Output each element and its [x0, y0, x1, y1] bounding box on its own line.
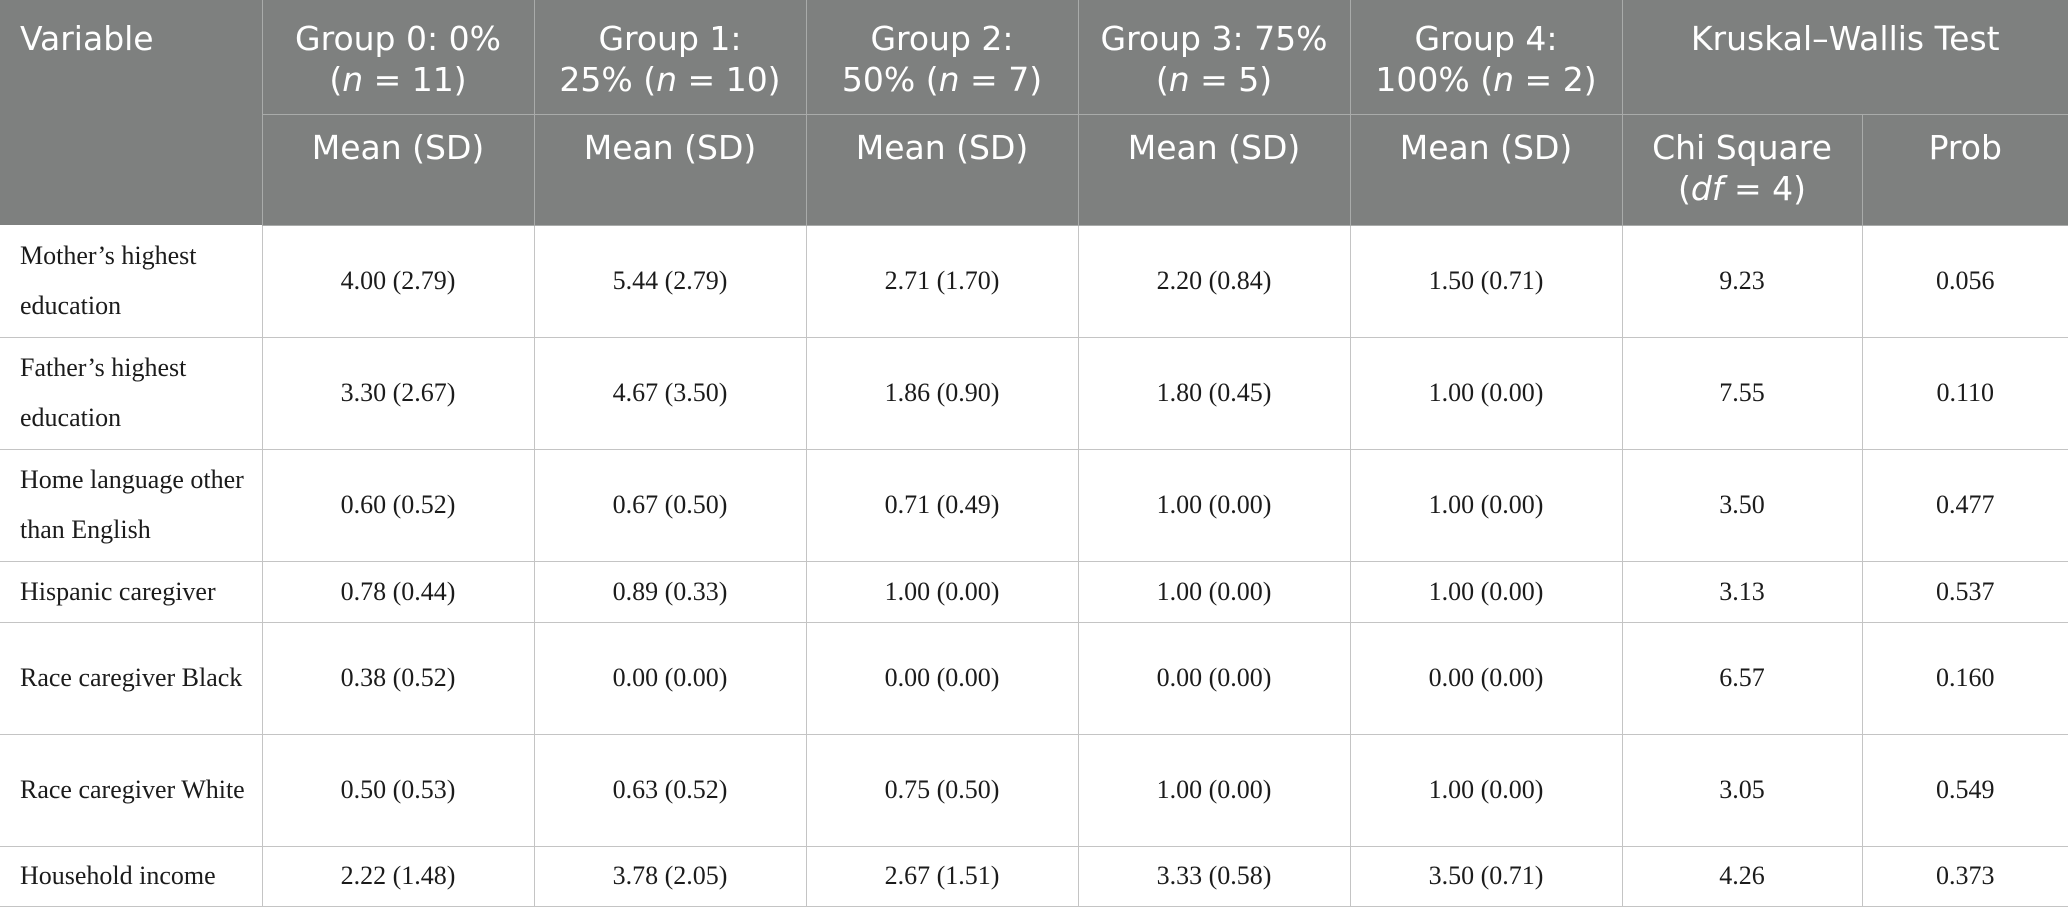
group-0-header: Group 0: 0% (n = 11): [262, 0, 535, 115]
group-1-value: 3.78 (2.05): [534, 846, 807, 907]
row-label: Home language other than English: [0, 449, 263, 562]
header-row-stats: Mean (SD) Mean (SD) Mean (SD) Mean (SD) …: [0, 114, 2068, 226]
group-3-value: 1.00 (0.00): [1078, 561, 1351, 623]
chi-square-value: 3.50: [1622, 449, 1863, 562]
group-3-header: Group 3: 75% (n = 5): [1078, 0, 1351, 115]
group-2-value: 0.00 (0.00): [806, 622, 1079, 735]
group-3-value: 2.20 (0.84): [1078, 225, 1351, 338]
group-4-value: 0.00 (0.00): [1350, 622, 1623, 735]
chi-square-value: 7.55: [1622, 337, 1863, 450]
group-1-value: 0.67 (0.50): [534, 449, 807, 562]
group-0-value: 4.00 (2.79): [262, 225, 535, 338]
row-label: Hispanic caregiver: [0, 561, 263, 623]
prob-value: 0.160: [1862, 622, 2068, 735]
group-0-value: 3.30 (2.67): [262, 337, 535, 450]
table-row: Household income 2.22 (1.48) 3.78 (2.05)…: [0, 846, 2068, 907]
table-body: Mother’s highest education 4.00 (2.79) 5…: [0, 225, 2068, 907]
mean-sd-header: Mean (SD): [262, 114, 535, 226]
prob-value: 0.549: [1862, 734, 2068, 847]
row-label: Race caregiver White: [0, 734, 263, 847]
prob-value: 0.537: [1862, 561, 2068, 623]
group-0-value: 0.60 (0.52): [262, 449, 535, 562]
group-4-value: 3.50 (0.71): [1350, 846, 1623, 907]
group-0-value: 2.22 (1.48): [262, 846, 535, 907]
chi-square-value: 6.57: [1622, 622, 1863, 735]
chi-square-value: 9.23: [1622, 225, 1863, 338]
group-1-value: 4.67 (3.50): [534, 337, 807, 450]
group-1-value: 0.00 (0.00): [534, 622, 807, 735]
group-1-value: 0.63 (0.52): [534, 734, 807, 847]
chi-square-value: 3.05: [1622, 734, 1863, 847]
header-row-groups: Variable Group 0: 0% (n = 11) Group 1: 25%…: [0, 0, 2068, 225]
group-4-value: 1.00 (0.00): [1350, 561, 1623, 623]
table-header: Variable Group 0: 0% (n = 11) Group 1: 25%…: [0, 0, 2068, 226]
group-2-value: 2.71 (1.70): [806, 225, 1079, 338]
table-row: Race caregiver Black 0.38 (0.52) 0.00 (0…: [0, 622, 2068, 735]
kruskal-wallis-header: Kruskal–Wallis Test: [1622, 0, 2068, 115]
group-0-value: 0.78 (0.44): [262, 561, 535, 623]
chi-square-value: 4.26: [1622, 846, 1863, 907]
prob-value: 0.056: [1862, 225, 2068, 338]
table-row: Race caregiver White 0.50 (0.53) 0.63 (0…: [0, 734, 2068, 847]
prob-value: 0.110: [1862, 337, 2068, 450]
table-row: Home language other than English 0.60 (0…: [0, 449, 2068, 562]
group-3-value: 0.00 (0.00): [1078, 622, 1351, 735]
table-row: Hispanic caregiver 0.78 (0.44) 0.89 (0.3…: [0, 561, 2068, 623]
group-2-value: 1.00 (0.00): [806, 561, 1079, 623]
group-3-value: 1.00 (0.00): [1078, 734, 1351, 847]
row-label: Household income: [0, 846, 263, 907]
group-3-value: 1.80 (0.45): [1078, 337, 1351, 450]
group-4-value: 1.00 (0.00): [1350, 734, 1623, 847]
group-4-value: 1.00 (0.00): [1350, 337, 1623, 450]
group-1-header: Group 1: 25% (n = 10): [534, 0, 807, 115]
group-1-value: 0.89 (0.33): [534, 561, 807, 623]
table-row: Mother’s highest education 4.00 (2.79) 5…: [0, 225, 2068, 338]
group-4-header: Group 4: 100% (n = 2): [1350, 0, 1623, 115]
group-1-value: 5.44 (2.79): [534, 225, 807, 338]
group-2-value: 0.75 (0.50): [806, 734, 1079, 847]
group-0-value: 0.50 (0.53): [262, 734, 535, 847]
chi-square-header: Chi Square (df = 4): [1622, 114, 1863, 226]
group-2-value: 2.67 (1.51): [806, 846, 1079, 907]
prob-value: 0.373: [1862, 846, 2068, 907]
group-2-header: Group 2: 50% (n = 7): [806, 0, 1079, 115]
mean-sd-header: Mean (SD): [1078, 114, 1351, 226]
group-3-value: 1.00 (0.00): [1078, 449, 1351, 562]
mean-sd-header: Mean (SD): [1350, 114, 1623, 226]
row-label: Race caregiver Black: [0, 622, 263, 735]
chi-square-value: 3.13: [1622, 561, 1863, 623]
group-2-value: 0.71 (0.49): [806, 449, 1079, 562]
row-label: Mother’s highest education: [0, 225, 263, 338]
variable-column-header: Variable: [0, 0, 263, 225]
group-4-value: 1.00 (0.00): [1350, 449, 1623, 562]
mean-sd-header: Mean (SD): [534, 114, 807, 226]
group-2-value: 1.86 (0.90): [806, 337, 1079, 450]
mean-sd-header: Mean (SD): [806, 114, 1079, 226]
group-0-value: 0.38 (0.52): [262, 622, 535, 735]
table-row: Father’s highest education 3.30 (2.67) 4…: [0, 337, 2068, 450]
group-4-value: 1.50 (0.71): [1350, 225, 1623, 338]
row-label: Father’s highest education: [0, 337, 263, 450]
prob-header: Prob: [1862, 114, 2068, 226]
group-3-value: 3.33 (0.58): [1078, 846, 1351, 907]
prob-value: 0.477: [1862, 449, 2068, 562]
